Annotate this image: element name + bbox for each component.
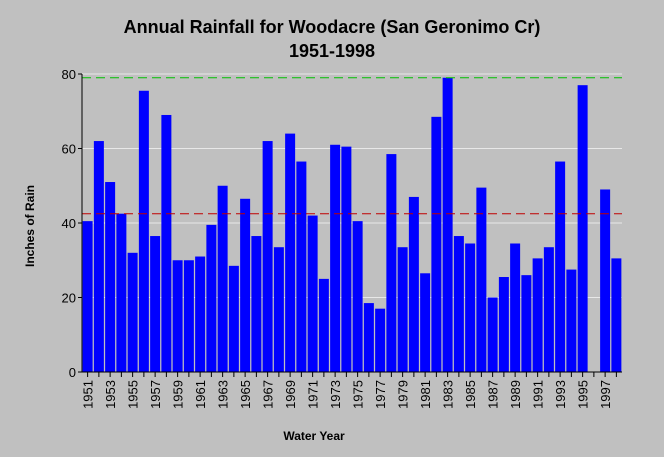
plot-area: 0 20 40 60 80 1951 1953 1955 1957 1959 1961 1963 196…	[62, 67, 622, 409]
y-axis-label: Inches of Rain	[23, 185, 37, 267]
bar	[600, 189, 611, 372]
bar	[420, 273, 431, 372]
bar	[521, 275, 532, 372]
bar	[408, 196, 419, 372]
bar	[498, 277, 509, 372]
bar	[138, 90, 149, 372]
bar	[285, 133, 296, 372]
x-tick-label: 1969	[283, 380, 298, 409]
bar	[330, 144, 341, 372]
bar	[273, 247, 284, 372]
bar	[228, 265, 239, 372]
x-tick-label: 1957	[148, 380, 163, 409]
y-tick-label: 40	[62, 216, 76, 231]
y-tick-label: 60	[62, 142, 76, 157]
bar	[341, 146, 352, 372]
bar	[161, 114, 172, 372]
bar	[195, 256, 206, 372]
bar	[296, 161, 307, 372]
x-tick-label: 1995	[576, 380, 591, 409]
bar	[240, 198, 251, 372]
bar	[217, 185, 228, 372]
x-tick-label: 1959	[171, 380, 186, 409]
x-tick-label: 1973	[328, 380, 343, 409]
x-tick-label: 1989	[508, 380, 523, 409]
y-tick-label: 0	[69, 365, 76, 380]
bar	[611, 258, 622, 372]
bar	[555, 161, 566, 372]
x-tick-label: 1977	[373, 380, 388, 409]
y-tick-label: 80	[62, 67, 76, 82]
x-tick-label: 1981	[418, 380, 433, 409]
bar	[476, 187, 487, 372]
y-tick-label: 20	[62, 291, 76, 306]
x-tick-label: 1987	[486, 380, 501, 409]
chart-title: Annual Rainfall for Woodacre (San Geroni…	[124, 17, 541, 37]
x-tick-label: 1955	[126, 380, 141, 409]
bar	[318, 278, 329, 372]
x-axis-label: Water Year	[283, 429, 345, 443]
x-tick-label: 1985	[463, 380, 478, 409]
x-tick-label: 1967	[261, 380, 276, 409]
bar	[183, 260, 194, 372]
bar	[105, 182, 116, 372]
bar	[431, 116, 442, 373]
bar	[127, 252, 138, 372]
bar	[532, 258, 543, 372]
x-tick-label: 1975	[351, 380, 366, 409]
x-tick-label: 1963	[216, 380, 231, 409]
bar	[442, 77, 453, 372]
bar	[150, 236, 161, 372]
bar	[577, 85, 588, 373]
bar	[465, 243, 476, 372]
bar	[375, 308, 386, 372]
x-tick-label: 1951	[81, 380, 96, 409]
bar	[172, 260, 183, 372]
bar	[397, 247, 408, 372]
bar	[352, 221, 363, 372]
bar	[82, 221, 93, 372]
chart-subtitle: 1951-1998	[289, 41, 375, 61]
x-tick-label: 1991	[531, 380, 546, 409]
x-tick-label: 1997	[598, 380, 613, 409]
bar	[543, 247, 554, 372]
bar	[386, 154, 397, 372]
x-tick-label: 1979	[396, 380, 411, 409]
x-tick-label: 1953	[103, 380, 118, 409]
x-tick-label: 1971	[306, 380, 321, 409]
bar	[487, 297, 498, 372]
bar	[363, 303, 374, 372]
bar	[453, 236, 464, 372]
x-tick-label: 1965	[238, 380, 253, 409]
bar	[307, 215, 318, 372]
bar	[93, 141, 104, 372]
bar	[206, 224, 217, 372]
x-tick-label: 1983	[441, 380, 456, 409]
bar	[251, 236, 262, 372]
bar	[510, 243, 521, 372]
x-tick-label: 1993	[553, 380, 568, 409]
bar	[262, 141, 273, 372]
bar	[566, 269, 577, 372]
bar	[116, 213, 127, 372]
x-tick-label: 1961	[193, 380, 208, 409]
